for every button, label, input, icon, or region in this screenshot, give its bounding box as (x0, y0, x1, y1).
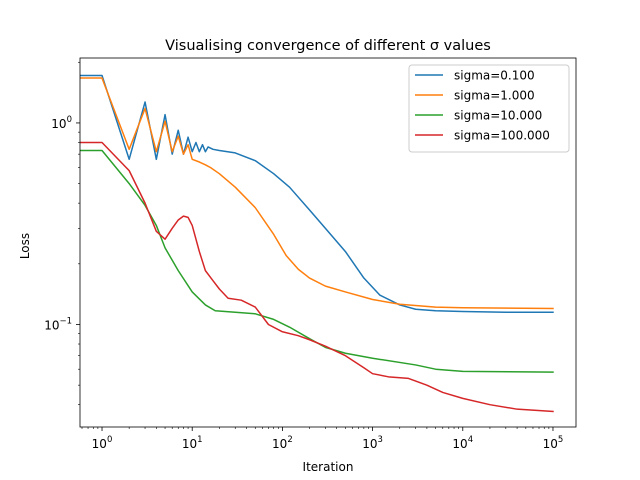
legend-box (408, 64, 570, 153)
legend-label: sigma=1.000 (454, 89, 535, 103)
legend: sigma=0.100 sigma=1.000 sigma=10.000 sigma=… (408, 64, 570, 153)
series-line-2 (80, 77, 554, 310)
x-tick-label: 104 (452, 435, 473, 451)
plot-frame (79, 57, 577, 428)
y-axis-title: Loss (18, 233, 32, 259)
y-tick-label: 100 (51, 115, 72, 131)
y-tick-label: 10−1 (44, 316, 72, 332)
chart-title: Visualising convergence of different σ v… (165, 38, 491, 54)
series-line-1 (80, 74, 554, 313)
x-tick-label: 105 (543, 435, 564, 451)
series-line-4 (80, 141, 554, 413)
x-tick-label: 100 (92, 435, 113, 451)
legend-label: sigma=100.000 (454, 129, 550, 143)
legend-label: sigma=0.100 (454, 69, 535, 83)
x-axis-title: Iteration (303, 460, 354, 474)
x-tick-label: 101 (182, 435, 203, 451)
x-tick-label: 103 (362, 435, 383, 451)
x-tick-label: 102 (272, 435, 293, 451)
axes-layer: 100 101 102 103 104 105 10−1 100 (44, 57, 577, 451)
legend-label: sigma=10.000 (454, 109, 542, 123)
series-layer (80, 74, 554, 413)
